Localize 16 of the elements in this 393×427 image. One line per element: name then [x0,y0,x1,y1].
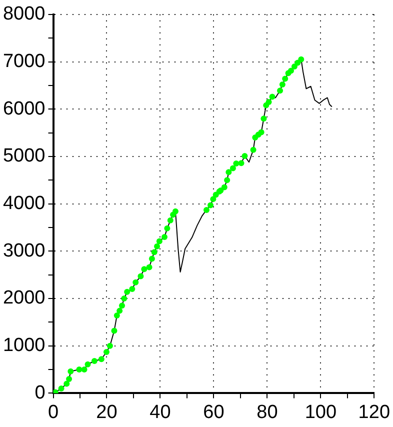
y-tick-label: 7000 [2,50,46,72]
y-tick-label: 4000 [2,193,46,214]
x-tick-label: 100 [304,402,337,423]
y-tick-label: 6000 [2,98,46,120]
x-tick-label: 60 [203,402,224,423]
y-tick-label: 0 [34,382,46,404]
x-tick-label: 40 [150,402,171,423]
x-tick-label: 0 [48,402,59,423]
x-tick-label: 20 [96,402,118,423]
y-tick-label: 5000 [2,146,46,167]
y-tick-label: 8000 [2,4,46,25]
y-tick-label: 1000 [2,335,46,356]
x-tick-label: 120 [358,402,390,423]
y-tick-label: 3000 [2,240,46,262]
y-tick-label: 2000 [2,288,46,309]
x-tick-label: 80 [256,402,278,423]
